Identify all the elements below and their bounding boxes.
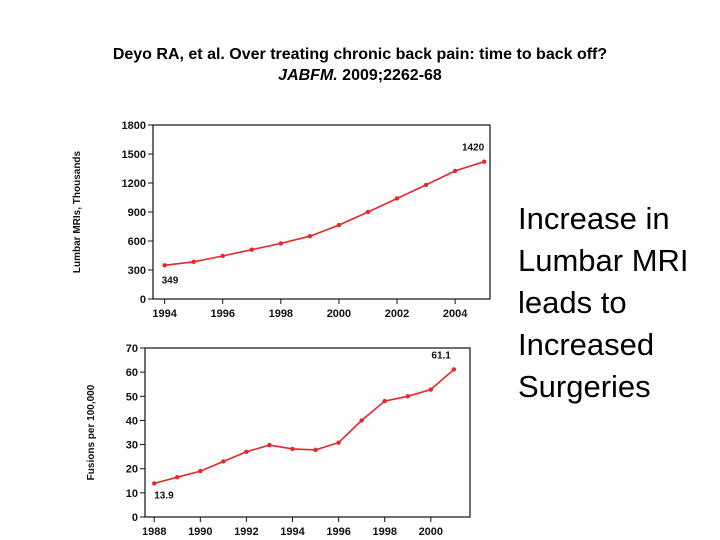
data-label: 1420	[462, 143, 485, 154]
series-line	[164, 160, 485, 267]
x-tick-label: 1998	[372, 526, 396, 538]
y-tick-label: 10	[126, 488, 138, 500]
data-point	[428, 387, 434, 392]
data-label: 61.1	[431, 350, 451, 361]
y-tick-label: 30	[126, 440, 138, 452]
data-point	[481, 159, 487, 164]
caption-line: leads to	[518, 285, 627, 320]
data-point	[175, 474, 180, 480]
plot-frame	[144, 347, 471, 518]
journal-name: JABFM.	[278, 67, 338, 84]
y-tick-label: 20	[126, 464, 138, 476]
data-point	[307, 233, 313, 239]
x-tick-label: 1996	[326, 526, 350, 538]
data-point	[394, 196, 400, 201]
citation: Deyo RA, et al. Over treating chronic ba…	[0, 44, 720, 86]
y-tick-label: 600	[128, 236, 146, 248]
citation-line-1: Deyo RA, et al. Over treating chronic ba…	[112, 46, 608, 63]
data-point	[365, 209, 371, 215]
caption: Increase in Lumbar MRI leads to Increase…	[518, 198, 718, 408]
data-point	[452, 168, 458, 174]
caption-line: Increase in	[518, 201, 670, 236]
citation-line-2: JABFM. 2009;2262-68	[0, 65, 720, 86]
data-point	[152, 481, 157, 486]
y-tick-label: 50	[126, 391, 138, 403]
x-tick-label: 1998	[269, 308, 293, 320]
data-point	[267, 442, 272, 448]
data-point	[290, 446, 295, 452]
x-tick-label: 1990	[188, 526, 212, 538]
y-tick-label: 300	[128, 265, 146, 277]
data-point	[221, 459, 226, 464]
caption-line: Surgeries	[518, 369, 651, 404]
y-axis-label: Lumbar MRIs, Thousands	[72, 150, 83, 273]
x-tick-label: 1996	[210, 308, 234, 320]
y-tick-label: 70	[126, 343, 138, 355]
y-tick-label: 1800	[122, 120, 146, 132]
series-line	[153, 368, 455, 485]
citation-details: 2009;2262-68	[337, 67, 442, 84]
caption-line: Increased	[518, 327, 655, 362]
x-tick-label: 1994	[152, 308, 177, 320]
x-tick-label: 1994	[280, 526, 305, 538]
caption-line: Lumbar MRI	[518, 243, 689, 278]
x-tick-label: 2000	[327, 308, 351, 320]
y-tick-label: 60	[126, 367, 138, 379]
data-label: 349	[162, 275, 179, 286]
data-point	[244, 449, 249, 455]
x-tick-label: 2000	[419, 526, 443, 538]
x-tick-label: 1988	[142, 526, 166, 538]
y-tick-label: 0	[140, 294, 146, 306]
data-point	[451, 367, 457, 372]
data-point	[423, 182, 429, 188]
x-tick-label: 1992	[234, 526, 258, 538]
data-point	[249, 247, 254, 252]
data-point	[278, 241, 284, 246]
x-tick-label: 2004	[443, 308, 468, 320]
data-point	[198, 468, 203, 474]
y-tick-label: 900	[128, 207, 146, 219]
y-tick-label: 1500	[122, 149, 146, 161]
data-point	[162, 263, 167, 268]
data-point	[382, 398, 387, 404]
data-point	[336, 222, 342, 228]
y-tick-label: 1200	[122, 178, 146, 190]
data-point	[336, 440, 341, 445]
data-point	[405, 394, 410, 399]
y-tick-label: 0	[132, 512, 138, 524]
data-point	[220, 253, 225, 259]
data-point	[313, 447, 318, 453]
data-label: 13.9	[154, 490, 174, 501]
y-axis-label: Fusions per 100,000	[86, 384, 97, 480]
y-tick-label: 40	[126, 415, 138, 427]
data-point	[191, 259, 196, 264]
data-point	[359, 418, 364, 423]
x-tick-label: 2002	[385, 308, 409, 320]
